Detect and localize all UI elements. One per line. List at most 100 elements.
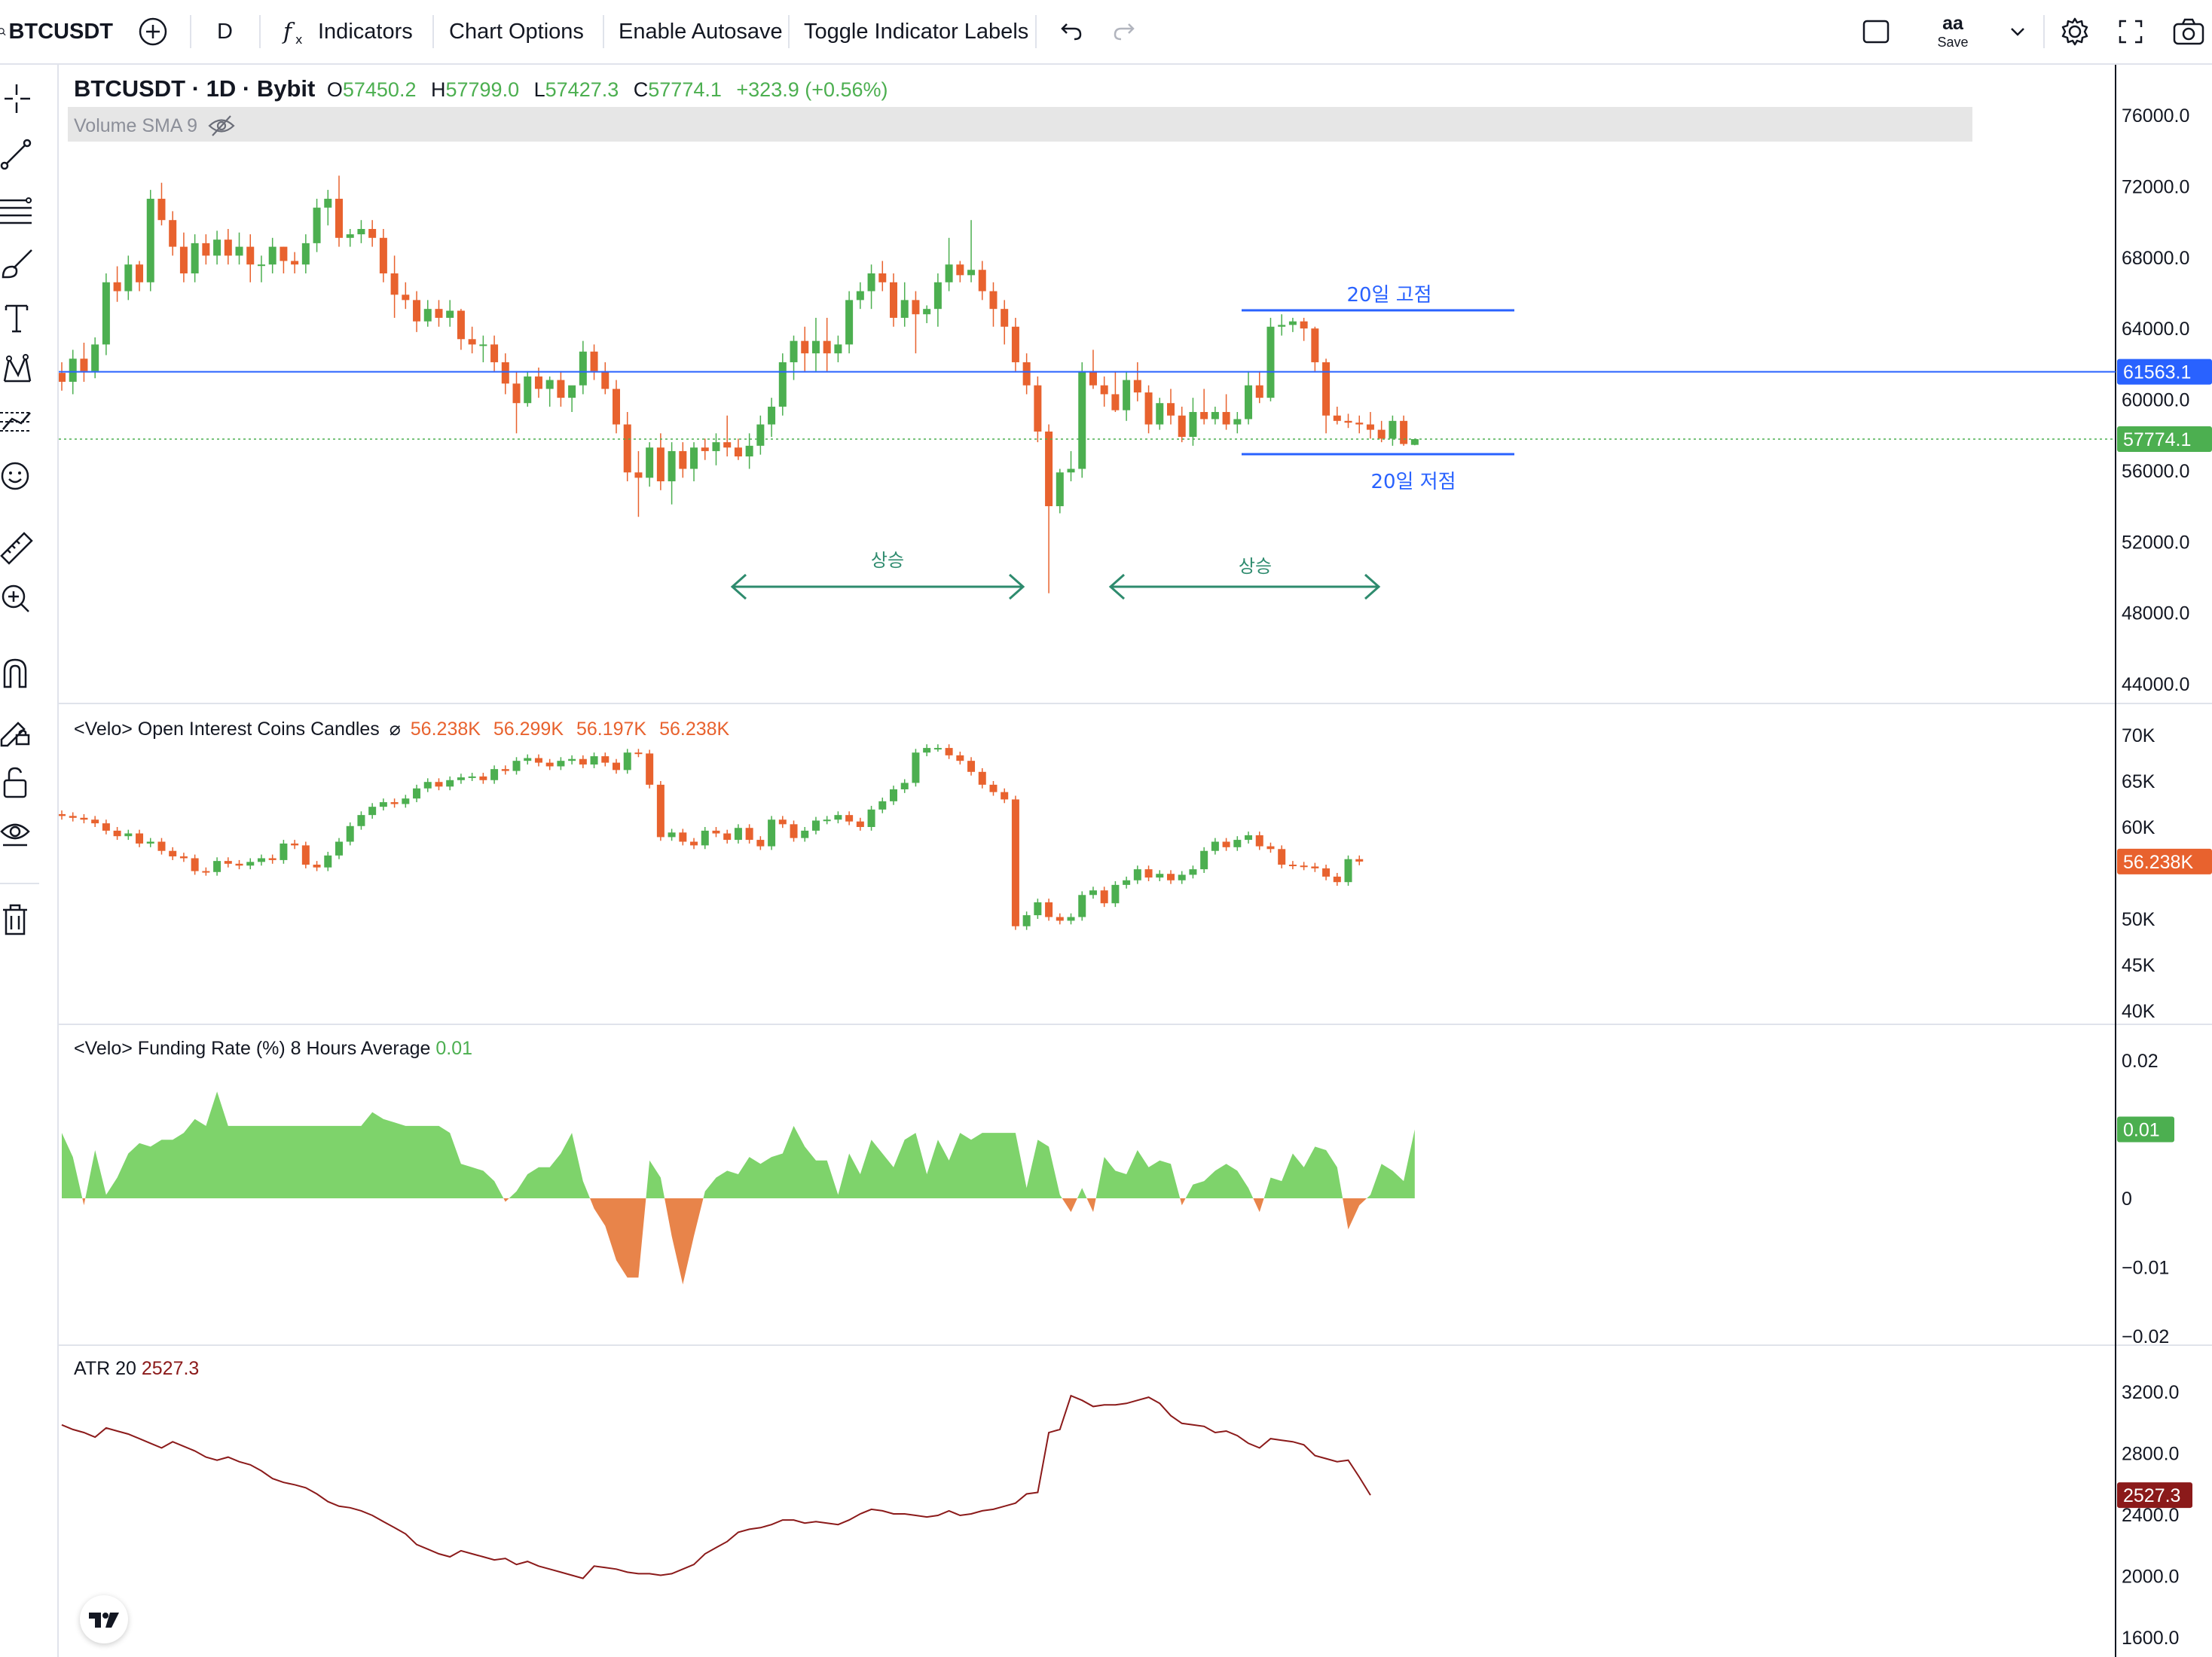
pattern-icon[interactable] (0, 348, 45, 393)
price-candle-body (1278, 325, 1286, 327)
lock-drawings-icon[interactable] (0, 709, 45, 755)
symbol-search[interactable]: BTCUSDT (0, 0, 113, 63)
crosshair-icon[interactable] (0, 80, 45, 125)
price-candle-body (912, 300, 920, 315)
lock-icon[interactable] (0, 762, 45, 807)
redo-button[interactable] (1112, 0, 1139, 63)
open-value: 57450.2 (342, 78, 417, 101)
forecast-icon[interactable] (0, 401, 45, 446)
price-candle-body (1344, 420, 1352, 423)
rise-label-1[interactable]: 상승 (871, 550, 904, 571)
oi-candle-body (1245, 835, 1253, 841)
atr-legend: ATR 20 2527.3 (74, 1358, 199, 1380)
price-tick-label: 72000.0 (2122, 176, 2189, 197)
interval-button[interactable]: D (217, 0, 235, 63)
price-axis: 76000.0 72000.0 68000.0 64000.0 60000.0 56000… (2117, 105, 2212, 695)
screenshot-button[interactable] (2171, 0, 2209, 63)
oi-candle-body (768, 819, 776, 847)
price-candle-body (313, 207, 321, 243)
price-candle-body (590, 351, 598, 371)
price-candle-body (379, 237, 387, 273)
price-candle-body (191, 243, 199, 273)
oi-candle-body (124, 833, 133, 837)
horizontal-lines-icon[interactable] (0, 190, 45, 235)
chart-options-button[interactable]: Chart Options (449, 0, 584, 63)
rise-arrow-1[interactable] (730, 573, 1025, 600)
trash-icon[interactable] (0, 899, 45, 944)
undo-button[interactable] (1056, 0, 1083, 63)
price-candle-body (845, 300, 854, 345)
oi-candle-body (679, 832, 687, 842)
price-candle-body (1311, 328, 1319, 362)
compare-symbol-button[interactable] (138, 0, 171, 63)
oi-candle-body (324, 855, 332, 868)
oi-candle-body (335, 841, 343, 856)
square-icon (1862, 20, 1890, 44)
price-tick-label: 60000.0 (2122, 390, 2189, 411)
oi-tag: 56.238K (2123, 852, 2193, 873)
oi-candle-body (136, 833, 144, 844)
price-candle-body (668, 450, 676, 482)
ruler-icon[interactable] (0, 526, 45, 571)
oi-candle-body (933, 748, 942, 750)
tradingview-logo[interactable] (80, 1595, 128, 1643)
price-candle-body (335, 198, 343, 238)
volume-legend[interactable]: Volume SMA 9 (74, 114, 237, 137)
eye-icon[interactable] (0, 812, 45, 857)
price-candle-body (1144, 392, 1153, 425)
emoji-icon[interactable] (0, 453, 45, 499)
oi-open: 56.238K (410, 719, 481, 740)
brush-icon[interactable] (0, 244, 45, 289)
oi-candle-body (1233, 840, 1242, 847)
oi-candle-body (634, 752, 643, 755)
fr-legend-title[interactable]: <Velo> Funding Rate (%) 8 Hours Average (74, 1038, 431, 1059)
trend-line-icon[interactable] (0, 134, 45, 179)
price-candle-body (1156, 403, 1164, 425)
symbol-label: BTCUSDT (8, 19, 113, 44)
layout-save-button[interactable]: aa Save (1930, 0, 1975, 63)
layout-menu-button[interactable] (2007, 0, 2030, 63)
oi-candle-body (1067, 917, 1075, 921)
oi-candle-body (468, 776, 476, 778)
atr-legend-value: 2527.3 (141, 1358, 200, 1379)
price-tag-last: 57774.1 (2123, 429, 2191, 450)
fr-legend: <Velo> Funding Rate (%) 8 Hours Average … (74, 1038, 472, 1060)
oi-candle-body (923, 748, 931, 753)
rise-arrow-2[interactable] (1108, 573, 1381, 600)
open-interest-axis: 70K 65K 60K 50K 45K 40K 56.238K (2117, 725, 2212, 1022)
zoom-in-icon[interactable] (0, 578, 45, 624)
oi-candle-body (213, 861, 222, 872)
layout-button[interactable] (1861, 0, 1894, 63)
toggle-indicator-labels-button[interactable]: Toggle Indicator Labels (804, 0, 1028, 63)
low20-label[interactable]: 20일 저점 (1370, 471, 1456, 493)
toolbar-divider (788, 15, 790, 48)
text-icon[interactable] (0, 297, 45, 342)
price-candle-body (823, 340, 831, 354)
price-candle-body (778, 362, 787, 407)
high20-label[interactable]: 20일 고점 (1346, 284, 1431, 307)
price-candle-body (423, 309, 432, 322)
eye-off-icon[interactable] (206, 114, 237, 137)
price-candle-body (1089, 371, 1097, 386)
magnet-icon[interactable] (0, 652, 45, 697)
atr-legend-title[interactable]: ATR 20 (74, 1358, 136, 1379)
price-candle-body (734, 447, 742, 456)
oi-candle-body (113, 830, 121, 837)
oi-candle-body (1001, 792, 1009, 800)
price-candle-body (179, 246, 188, 273)
toolbar-divider (432, 15, 434, 48)
price-candle-body (1022, 362, 1031, 386)
oi-candle-body (1322, 868, 1331, 877)
settings-button[interactable] (2058, 0, 2091, 63)
main-legend-title[interactable]: BTCUSDT · 1D · Bybit (74, 75, 316, 102)
fullscreen-button[interactable] (2116, 0, 2149, 63)
oi-legend-title[interactable]: <Velo> Open Interest Coins Candles (74, 719, 380, 740)
oi-candle-body (978, 771, 986, 785)
price-candle-body (801, 340, 809, 354)
chart-canvas[interactable]: 76000.0 72000.0 68000.0 64000.0 60000.0 56000… (59, 65, 2212, 1657)
rise-label-2[interactable]: 상승 (1239, 556, 1272, 577)
enable-autosave-button[interactable]: Enable Autosave (619, 0, 783, 63)
oi-candle-body (890, 789, 897, 801)
oi-candle-body (102, 823, 110, 831)
